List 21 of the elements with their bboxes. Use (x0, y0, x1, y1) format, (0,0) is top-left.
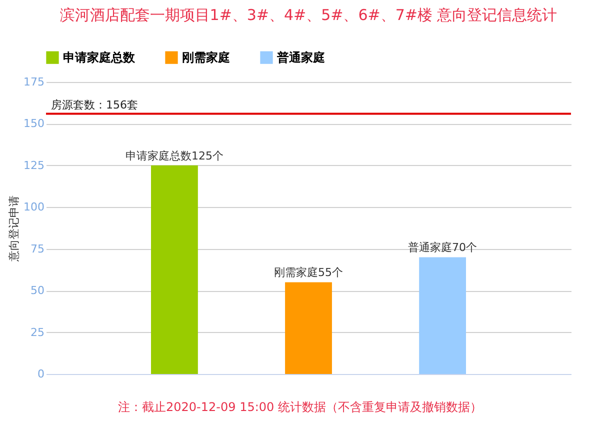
y-tick-label: 75 (30, 242, 44, 256)
y-tick-label: 50 (30, 284, 44, 298)
y-tick-label: 150 (24, 117, 44, 130)
ref-line-label: 房源套数：156套 (51, 98, 138, 112)
y-axis-title: 意向登记申请 (8, 196, 21, 262)
data-label: 刚需家庭55个 (274, 266, 343, 280)
bar (285, 282, 332, 374)
y-tick-label: 25 (30, 326, 44, 339)
y-tick-label: 0 (38, 368, 44, 380)
bar (151, 165, 198, 374)
data-label: 普通家庭70个 (408, 241, 478, 254)
legend-label: 刚需家庭 (182, 50, 230, 65)
y-tick-label: 125 (24, 158, 44, 172)
legend-label: 申请家庭总数 (63, 50, 136, 65)
text: 注：截止2020-12-09 15:00 统计数据（不含重复申请及撤销数据） (117, 399, 483, 416)
y-tick-label: 100 (24, 200, 44, 214)
chart-title: 滨河酒店配套一期项目1#、3#、4#、5#、6#、7#楼 意向登记信息统计 (60, 6, 558, 24)
y-tick-label: 175 (24, 76, 44, 88)
bar (419, 257, 466, 374)
legend-label: 普通家庭 (276, 50, 325, 65)
data-label: 申请家庭总数125个 (125, 149, 224, 162)
